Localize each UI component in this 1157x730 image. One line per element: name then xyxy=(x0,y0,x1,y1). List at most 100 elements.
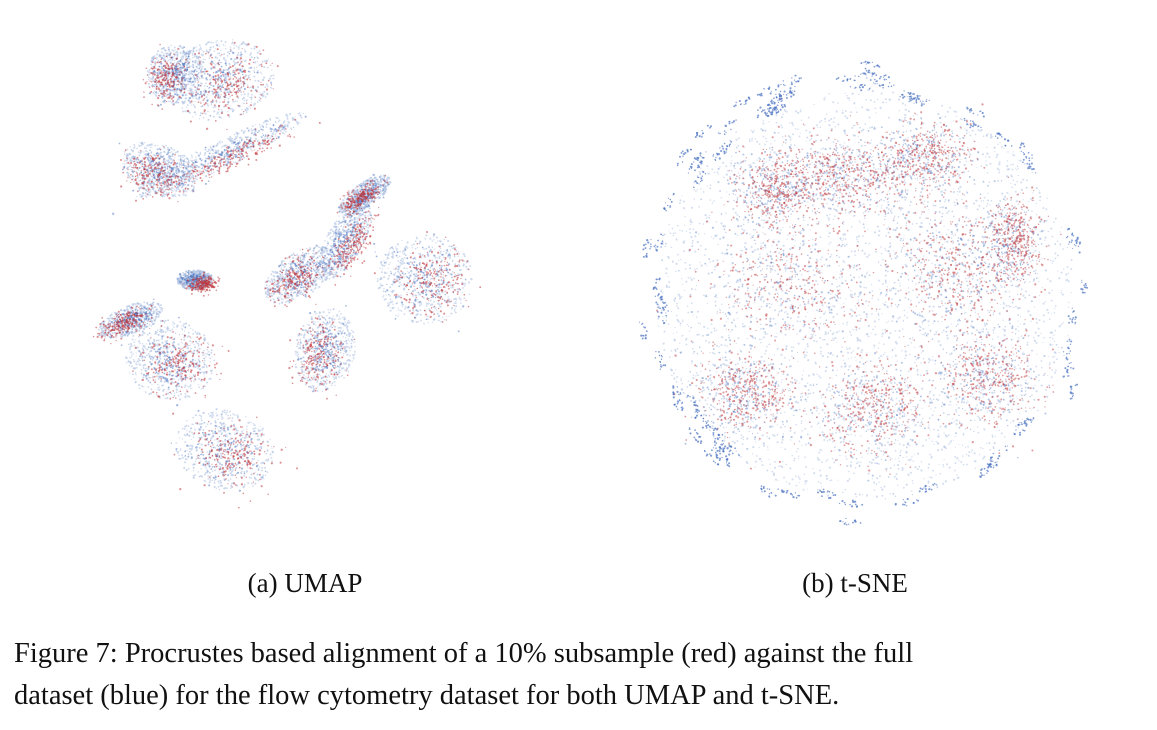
tsne-rim-fragment xyxy=(655,295,664,318)
tsne-full-disc xyxy=(657,89,1073,500)
tsne-rim-fragment xyxy=(839,517,862,526)
tsne-rim-fragment xyxy=(766,103,787,117)
tsne-rim-fragment xyxy=(764,103,786,116)
tsne-subsample-cluster xyxy=(914,293,1055,454)
tsne-scatter-panel xyxy=(590,20,1150,550)
tsne-rim-fragment xyxy=(662,192,675,212)
umap-subsample-cluster xyxy=(142,43,209,110)
tsne-rim-fragment xyxy=(963,117,982,129)
umap-subsample-cluster xyxy=(325,206,380,286)
tsne-rim-fragment xyxy=(902,95,925,107)
tsne-rim-fragment xyxy=(757,100,779,113)
subfigure-caption-tsne: (b) t-SNE xyxy=(730,568,980,599)
umap-full-cluster xyxy=(175,408,274,491)
tsne-full-cluster xyxy=(660,207,922,388)
tsne-rim-fragment xyxy=(721,440,740,457)
umap-subsample-cluster xyxy=(288,303,356,400)
umap-scatter-plot xyxy=(92,39,482,509)
tsne-rim-fragment xyxy=(676,148,692,167)
tsne-rim-fragment xyxy=(687,156,703,174)
tsne-rim-fragment xyxy=(918,482,937,493)
tsne-rim-fragment xyxy=(689,151,707,168)
tsne-full-cluster xyxy=(841,165,1033,374)
umap-full-cluster-core xyxy=(320,207,373,278)
tsne-rim-fragment xyxy=(642,239,652,258)
tsne-rim-fragment xyxy=(653,233,664,252)
tsne-rim-fragment xyxy=(849,83,871,92)
tsne-rim-fragment xyxy=(994,132,1013,147)
tsne-subsample-cluster xyxy=(847,103,986,198)
tsne-rim-fragment xyxy=(694,124,713,139)
tsne-rim-fragment xyxy=(1080,279,1089,294)
tsne-rim-fragment xyxy=(894,498,920,507)
tsne-rim-fragment xyxy=(768,95,783,107)
tsne-rim-fragment xyxy=(694,414,708,429)
tsne-rim-fragment xyxy=(777,488,801,499)
umap-subsample-cluster xyxy=(181,271,221,297)
figure-caption-line-2: dataset (blue) for the flow cytometry da… xyxy=(14,675,1144,717)
tsne-rim-fragment xyxy=(860,60,881,70)
tsne-rim-fragment xyxy=(817,488,837,500)
tsne-rim-fragment xyxy=(979,461,998,478)
tsne-full-cluster xyxy=(774,337,966,496)
tsne-full-cluster xyxy=(909,310,1051,459)
tsne-rim-fragment xyxy=(688,427,703,445)
tsne-subsample-cluster xyxy=(762,97,941,228)
figure-caption-line-1: Figure 7: Procrustes based alignment of … xyxy=(14,633,1144,675)
tsne-rim-fragment xyxy=(835,75,856,82)
tsne-rim-fragment xyxy=(715,449,731,468)
umap-scatter-panel xyxy=(40,20,600,550)
umap-full-cluster-core xyxy=(170,404,267,492)
umap-subsample-cluster xyxy=(373,230,482,323)
umap-subsample-cluster xyxy=(134,118,321,202)
tsne-rim-fragment xyxy=(713,438,731,456)
tsne-rim-fragment xyxy=(858,69,876,79)
umap-subsample-cluster xyxy=(92,304,164,345)
umap-subsample-cluster xyxy=(132,325,230,415)
tsne-rim-fragment xyxy=(672,385,684,405)
tsne-rim-fragment xyxy=(638,321,648,340)
umap-full-cluster-core xyxy=(148,46,203,102)
tsne-full-cluster xyxy=(709,129,854,253)
tsne-rim-fragment xyxy=(872,80,895,89)
tsne-scatter-plot xyxy=(638,60,1089,526)
tsne-rim-fragment xyxy=(716,140,733,156)
tsne-rim-fragment xyxy=(780,74,802,87)
tsne-rim-fragment xyxy=(1071,234,1082,254)
umap-subsample-cluster xyxy=(120,145,194,203)
umap-full-cluster xyxy=(376,234,473,325)
tsne-rim-fragment xyxy=(760,485,777,498)
tsne-rim-fragment xyxy=(1018,417,1035,436)
tsne-rim-fragment xyxy=(869,72,890,81)
tsne-rim-fragment xyxy=(1019,142,1033,160)
tsne-rim-fragment xyxy=(707,424,724,440)
tsne-rim-fragment xyxy=(672,392,684,412)
tsne-rim-fragment xyxy=(1062,338,1073,361)
tsne-rim-fragment xyxy=(692,170,707,189)
tsne-rim-fragment xyxy=(775,85,796,98)
tsne-rim-fragment xyxy=(717,119,737,136)
tsne-subsample-cluster xyxy=(673,335,811,470)
tsne-rim-fragment xyxy=(838,499,864,508)
tsne-rim-fragment xyxy=(989,445,1008,462)
tsne-rim-fragment xyxy=(733,96,751,108)
tsne-subsample-cluster xyxy=(656,207,925,368)
tsne-full-cluster xyxy=(674,336,812,450)
tsne-rim-fragment xyxy=(652,277,661,297)
tsne-rim-fragment xyxy=(661,301,669,325)
tsne-rim-fragment xyxy=(703,450,721,466)
tsne-rim-fragment xyxy=(899,90,919,100)
tsne-rim-fragment xyxy=(1065,227,1077,249)
subfigure-caption-umap: (a) UMAP xyxy=(180,568,430,599)
umap-subsample-cluster xyxy=(173,416,298,509)
figure-caption: Figure 7: Procrustes based alignment of … xyxy=(14,633,1144,717)
tsne-subsample-cluster xyxy=(711,125,852,243)
tsne-rim-fragment xyxy=(1022,157,1037,174)
tsne-subsample-cluster xyxy=(976,176,1062,321)
tsne-rim-fragment xyxy=(1069,383,1079,400)
tsne-subsample-cluster xyxy=(778,325,957,475)
tsne-rim-fragment xyxy=(1067,307,1077,325)
tsne-rim-fragment xyxy=(1062,362,1075,378)
umap-subsample-cluster xyxy=(170,41,279,131)
tsne-rim-fragment xyxy=(712,145,729,161)
